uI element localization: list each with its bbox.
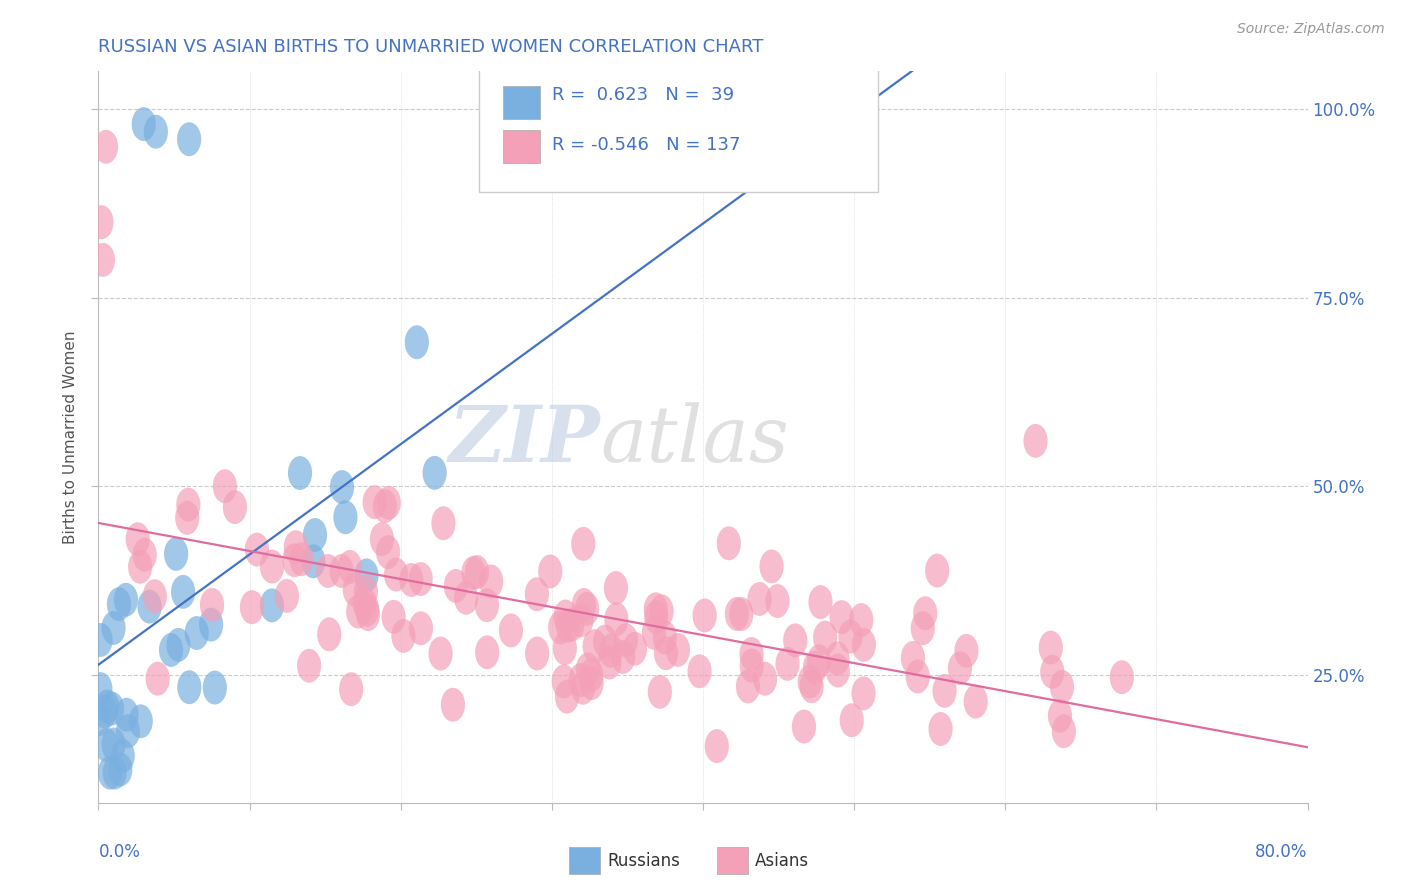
Text: RUSSIAN VS ASIAN BIRTHS TO UNMARRIED WOMEN CORRELATION CHART: RUSSIAN VS ASIAN BIRTHS TO UNMARRIED WOM… bbox=[98, 38, 763, 56]
FancyBboxPatch shape bbox=[503, 130, 540, 163]
Text: ZIP: ZIP bbox=[449, 402, 600, 479]
FancyBboxPatch shape bbox=[479, 68, 879, 192]
Text: R = -0.546   N = 137: R = -0.546 N = 137 bbox=[551, 136, 741, 153]
Text: 80.0%: 80.0% bbox=[1256, 843, 1308, 861]
Text: 0.0%: 0.0% bbox=[98, 843, 141, 861]
Text: Russians: Russians bbox=[607, 852, 681, 870]
Text: R =  0.623   N =  39: R = 0.623 N = 39 bbox=[551, 86, 734, 103]
Text: Source: ZipAtlas.com: Source: ZipAtlas.com bbox=[1237, 22, 1385, 37]
FancyBboxPatch shape bbox=[503, 86, 540, 119]
Text: Asians: Asians bbox=[755, 852, 808, 870]
Y-axis label: Births to Unmarried Women: Births to Unmarried Women bbox=[63, 330, 79, 544]
Text: atlas: atlas bbox=[600, 402, 789, 479]
